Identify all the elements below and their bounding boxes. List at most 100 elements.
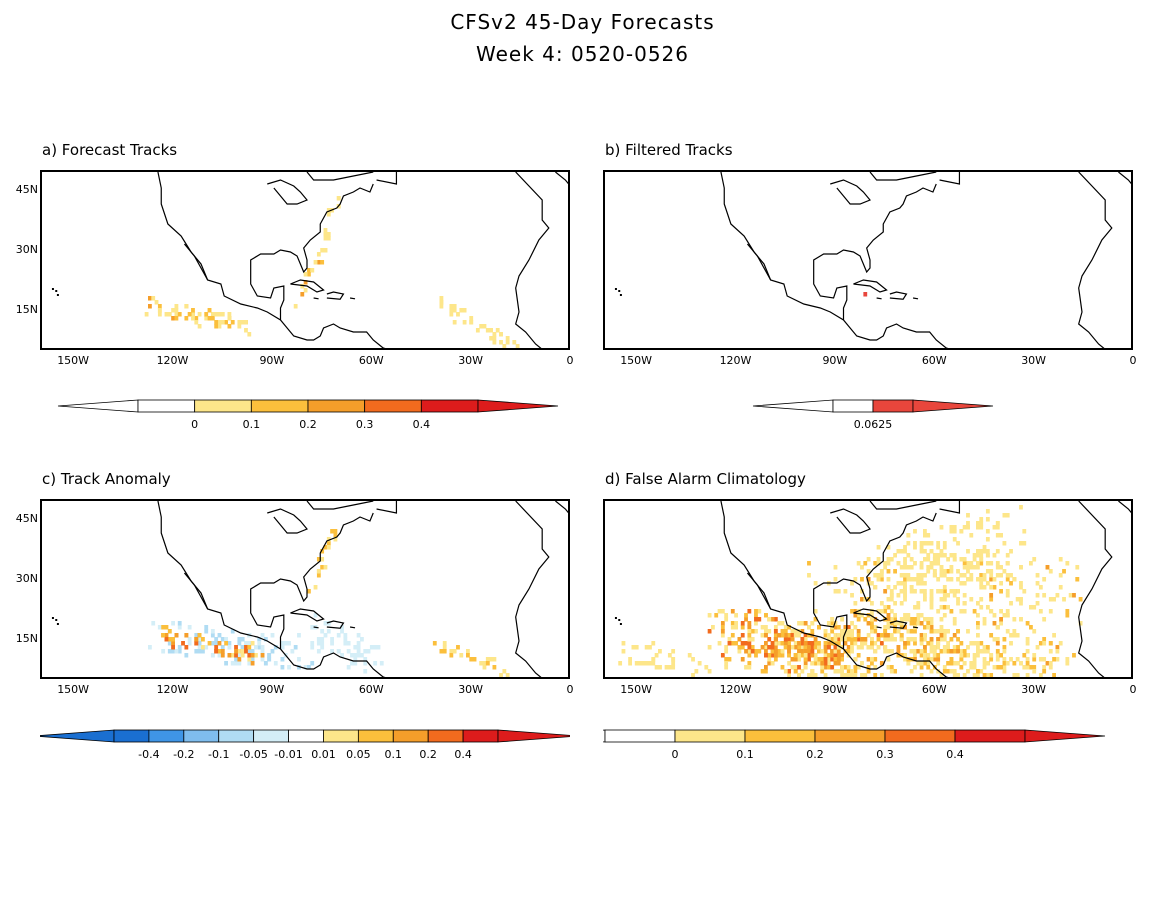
- grid-cell: [310, 645, 315, 650]
- grid-cell: [836, 625, 841, 630]
- grid-cell: [909, 621, 914, 626]
- grid-cell: [870, 661, 874, 666]
- grid-cell: [320, 637, 325, 642]
- grid-cell: [926, 657, 931, 662]
- coastline: [326, 291, 345, 300]
- grid-cell: [247, 641, 252, 646]
- grid-cell: [754, 653, 758, 658]
- grid-cell: [724, 657, 729, 662]
- grid-cell: [933, 677, 937, 679]
- lon-label: 0: [566, 354, 574, 367]
- lat-label-15n: 15N: [15, 632, 38, 645]
- grid-cell: [923, 529, 927, 534]
- grid-cell: [797, 645, 801, 650]
- grid-cell: [906, 533, 911, 538]
- coastline: [889, 291, 908, 300]
- grid-cell: [929, 657, 934, 662]
- grid-cell: [860, 677, 864, 679]
- grid-cell: [323, 621, 328, 626]
- grid-cell: [1078, 621, 1083, 626]
- grid-cell: [800, 637, 805, 642]
- grid-cell: [866, 621, 871, 626]
- colorbar-segment: [307, 399, 366, 413]
- hawaii-island: [55, 290, 58, 292]
- grid-cell: [999, 665, 1003, 670]
- figure-title: CFSv2 45-Day Forecasts: [450, 10, 715, 34]
- grid-cell: [962, 573, 967, 578]
- grid-cell: [787, 669, 791, 674]
- colorbar-left-arrow: [752, 399, 834, 413]
- grid-cell: [883, 629, 888, 634]
- grid-cell: [1042, 641, 1047, 646]
- grid-cell: [807, 561, 811, 566]
- grid-cell: [720, 621, 725, 626]
- grid-cell: [691, 673, 695, 677]
- colorbar-segment: [357, 729, 394, 743]
- grid-cell: [350, 653, 354, 658]
- grid-cell: [972, 665, 977, 670]
- grid-cell: [889, 597, 894, 602]
- grid-cell: [833, 565, 838, 570]
- grid-cell: [959, 641, 964, 646]
- grid-cell: [210, 316, 215, 321]
- grid-cell: [760, 633, 765, 638]
- grid-cell: [181, 641, 185, 646]
- grid-cell: [952, 537, 957, 542]
- colorbar-segment: [183, 729, 220, 743]
- grid-cell: [976, 645, 980, 650]
- grid-cell: [913, 545, 917, 550]
- grid-cell: [913, 665, 917, 670]
- lon-label: 120W: [719, 354, 752, 367]
- colorbar-left-arrow: [57, 399, 139, 413]
- grid-cell: [830, 621, 835, 626]
- grid-cell: [836, 653, 841, 658]
- grid-cell: [923, 581, 927, 586]
- grid-cell: [956, 597, 960, 602]
- grid-cell: [989, 633, 994, 638]
- grid-cell: [886, 617, 891, 622]
- grid-cell: [985, 673, 990, 677]
- grid-cell: [191, 312, 195, 317]
- grid-cell: [850, 581, 854, 586]
- grid-cell: [191, 308, 195, 313]
- grid-cell: [939, 633, 944, 638]
- grid-cell: [1025, 637, 1030, 642]
- grid-cell: [926, 553, 931, 558]
- grid-cell: [876, 561, 881, 566]
- grid-cell: [959, 665, 964, 670]
- grid-cell: [157, 304, 162, 309]
- grid-cell: [856, 617, 861, 622]
- grid-cell: [966, 525, 970, 530]
- grid-cell: [734, 641, 738, 646]
- grid-cell: [899, 581, 904, 586]
- grid-cell: [850, 629, 854, 634]
- grid-cell: [167, 312, 172, 317]
- grid-cell: [926, 569, 931, 574]
- grid-cell: [780, 621, 785, 626]
- grid-cell: [853, 609, 858, 614]
- grid-cell: [187, 625, 192, 630]
- grid-cell: [797, 641, 801, 646]
- hawaii-island: [618, 619, 621, 621]
- grid-cell: [909, 577, 914, 582]
- grid-cell: [813, 673, 818, 677]
- grid-cell: [826, 633, 831, 638]
- grid-cell: [210, 641, 215, 646]
- grid-cell: [787, 641, 791, 646]
- grid-cell: [873, 573, 878, 578]
- grid-cell: [303, 288, 308, 293]
- grid-cell: [939, 589, 944, 594]
- grid-cell: [783, 637, 788, 642]
- grid-cell: [896, 549, 901, 554]
- grid-cell: [889, 633, 894, 638]
- grid-cell: [919, 661, 924, 666]
- grid-cell: [985, 605, 990, 610]
- grid-cell: [979, 549, 984, 554]
- grid-cell: [896, 645, 901, 650]
- grid-cell: [353, 645, 358, 650]
- grid-cell: [1019, 617, 1023, 622]
- grid-cell: [939, 553, 944, 558]
- grid-cell: [942, 649, 947, 654]
- grid-cell: [210, 653, 215, 658]
- grid-cell: [727, 637, 732, 642]
